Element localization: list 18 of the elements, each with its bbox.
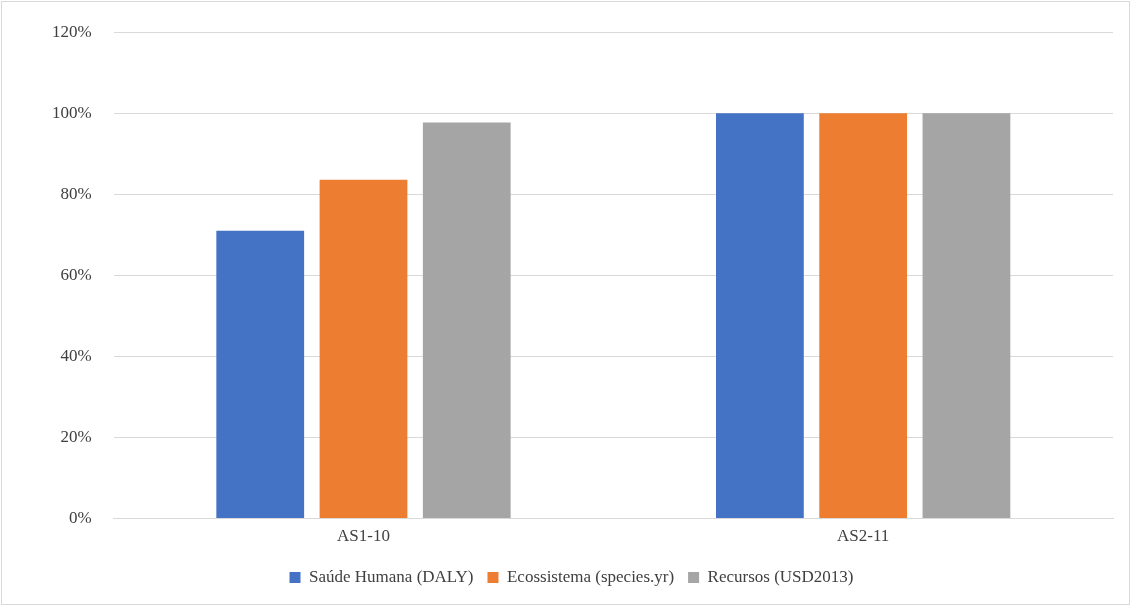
bar [716, 113, 804, 519]
x-tick-label: AS1-10 [337, 526, 390, 546]
bar [922, 113, 1011, 519]
x-tick-label: AS2-11 [837, 526, 890, 546]
y-tick-label: 20% [60, 427, 92, 446]
legend-label: Ecossistema (species.yr) [506, 566, 675, 586]
y-tick-label: 120% [51, 21, 92, 41]
bar [319, 179, 408, 519]
y-tick-label: 60% [60, 264, 92, 284]
legend-label: Recursos (USD2013) [707, 566, 854, 586]
bar [216, 230, 305, 519]
bar [819, 113, 908, 519]
legend-label: Saúde Humana (DALY) [309, 566, 474, 586]
y-tick-label: 40% [60, 345, 92, 365]
bar [422, 122, 511, 519]
y-tick-label: 80% [60, 183, 92, 203]
y-tick-label: 0% [68, 508, 92, 528]
y-tick-label: 100% [51, 102, 92, 122]
